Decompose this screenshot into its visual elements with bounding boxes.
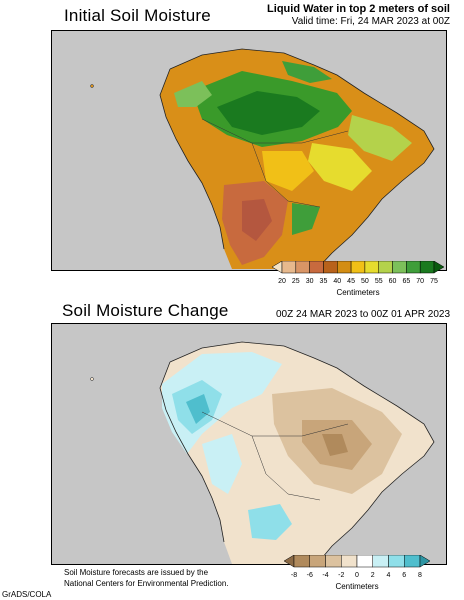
bottom-legend-tick-label: 2 <box>370 572 375 579</box>
bottom-legend-color-swatch <box>341 555 358 568</box>
top-legend-tick-label: 30 <box>305 278 314 285</box>
footnote-line-2: National Centers for Environmental Predi… <box>64 579 229 588</box>
bottom-legend-color-low-arrow <box>284 555 295 568</box>
top-legend-color-swatch <box>281 261 297 274</box>
top-legend-color-swatch <box>419 261 435 274</box>
top-legend-color-low-arrow <box>272 261 283 274</box>
bottom-legend-tick-label: 8 <box>418 572 422 579</box>
bottom-legend-tick-label: -8 <box>290 572 298 579</box>
top-legend-colorbar <box>272 261 444 274</box>
top-legend-color-swatch <box>406 261 421 274</box>
bottom-legend-color-swatch <box>325 555 342 568</box>
soil-moisture-change-map <box>51 323 447 565</box>
top-legend-color-high-arrow <box>433 261 444 274</box>
bottom-legend: -8 -6 -4 -2 0 2 4 6 8 Centimeters <box>284 555 430 595</box>
bottom-legend-colorbar <box>284 555 430 568</box>
top-legend-tick-label: 55 <box>374 278 383 285</box>
bottom-legend-color-swatch <box>388 555 405 568</box>
footnote-line-1: Soil Moisture forecasts are issued by th… <box>64 568 209 577</box>
top-legend: 20 25 30 35 40 45 50 55 60 65 70 75 Centimeters <box>272 261 444 301</box>
credit-label: GrADS/COLA <box>2 590 52 599</box>
top-legend-tick-label: 60 <box>388 278 397 285</box>
top-legend-color-swatch <box>350 261 366 274</box>
top-legend-unit: Centimeters <box>336 288 380 297</box>
top-legend-color-swatch <box>337 261 352 274</box>
top-legend-color-swatch <box>392 261 407 274</box>
top-map-valid-time: Valid time: Fri, 24 MAR 2023 at 00Z <box>291 16 450 27</box>
top-legend-color-swatch <box>378 261 393 274</box>
bottom-map-title: Soil Moisture Change <box>62 301 229 320</box>
bottom-legend-color-high-arrow <box>419 555 430 568</box>
bottom-map-period: 00Z 24 MAR 2023 to 00Z 01 APR 2023 <box>276 309 450 320</box>
top-legend-tick-label: 75 <box>430 278 438 285</box>
bottom-legend-tick-label: 0 <box>355 572 359 579</box>
bottom-legend-color-swatch <box>309 555 326 568</box>
top-legend-color-swatch <box>323 261 338 274</box>
top-legend-tick-label: 65 <box>402 278 411 285</box>
bottom-legend-tick-label: 4 <box>386 572 391 579</box>
bottom-legend-color-swatch <box>372 555 389 568</box>
bottom-legend-tick-label: -4 <box>322 572 329 579</box>
top-legend-tick-label: 45 <box>347 278 355 285</box>
bottom-legend-tick-label: -2 <box>338 572 345 579</box>
top-legend-color-swatch <box>309 261 324 274</box>
top-map-title: Initial Soil Moisture <box>64 6 211 25</box>
bottom-legend-tick-label: -6 <box>306 572 313 579</box>
bottom-legend-unit: Centimeters <box>335 582 379 591</box>
top-legend-tick-label: 50 <box>361 278 369 285</box>
top-legend-tick-label: 20 <box>278 278 286 285</box>
bottom-legend-color-swatch <box>356 555 373 568</box>
top-legend-tick-label: 25 <box>291 278 300 285</box>
top-legend-tick-label: 40 <box>333 278 342 285</box>
bottom-legend-color-swatch <box>293 555 310 568</box>
top-legend-tick-label: 35 <box>319 278 328 285</box>
top-legend-tick-label: 70 <box>416 278 425 285</box>
top-map-header: Liquid Water in top 2 meters of soil <box>267 3 450 15</box>
top-legend-color-swatch <box>364 261 379 274</box>
top-legend-color-swatch <box>295 261 310 274</box>
initial-soil-moisture-map <box>51 30 447 271</box>
footnote: Soil Moisture forecasts are issued by th… <box>64 567 229 589</box>
bottom-legend-color-swatch <box>404 555 421 568</box>
bottom-legend-tick-label: 6 <box>402 572 407 579</box>
